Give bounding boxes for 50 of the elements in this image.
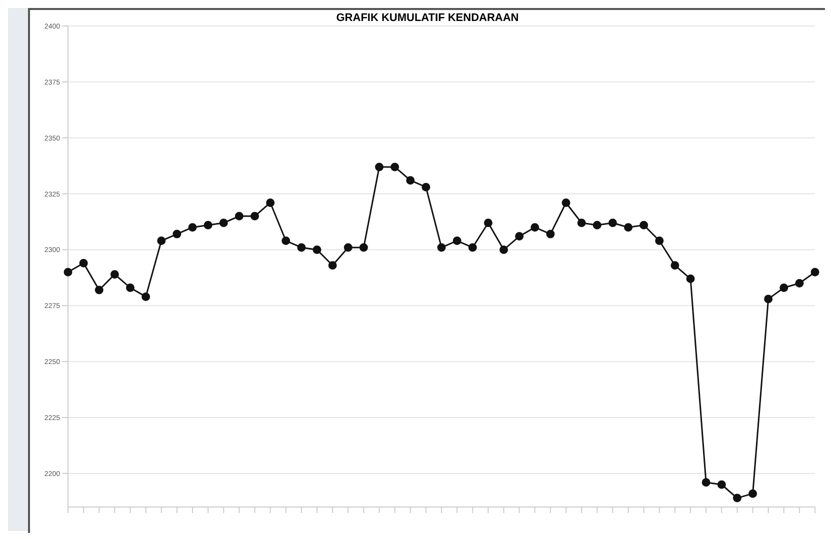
point [686,274,695,284]
point [204,220,212,230]
point [484,218,492,228]
point [94,286,104,294]
point [608,218,617,228]
point [234,212,244,220]
point [406,176,415,185]
point [172,230,182,238]
point [359,243,368,252]
point [515,232,524,241]
point [437,243,446,252]
point [624,223,632,232]
point [577,218,586,228]
point [422,182,430,192]
point [266,198,275,207]
point [344,243,352,252]
point [79,258,88,268]
point [64,268,72,276]
point [375,162,384,172]
point [328,261,337,270]
point [390,162,400,172]
point [732,494,742,502]
point [110,270,119,279]
point [655,236,664,246]
chart-title: GRAFIK KUMULATIF KENDARAAN [335,12,520,24]
point [780,284,788,292]
point [500,245,508,254]
point [810,268,820,276]
point [188,223,197,232]
point [312,245,322,254]
point [702,478,710,487]
point [250,212,259,220]
point [468,243,477,252]
point [126,284,134,292]
point [297,243,306,252]
point [282,236,290,246]
point [546,230,555,238]
point [452,236,462,246]
point [764,294,773,304]
point [795,279,804,288]
point [219,218,228,228]
point [670,261,680,270]
point [592,220,602,230]
point [142,292,150,301]
point [530,223,540,232]
point [157,236,166,246]
point [748,489,757,498]
point [640,220,648,230]
point [562,198,570,207]
point [717,480,726,489]
